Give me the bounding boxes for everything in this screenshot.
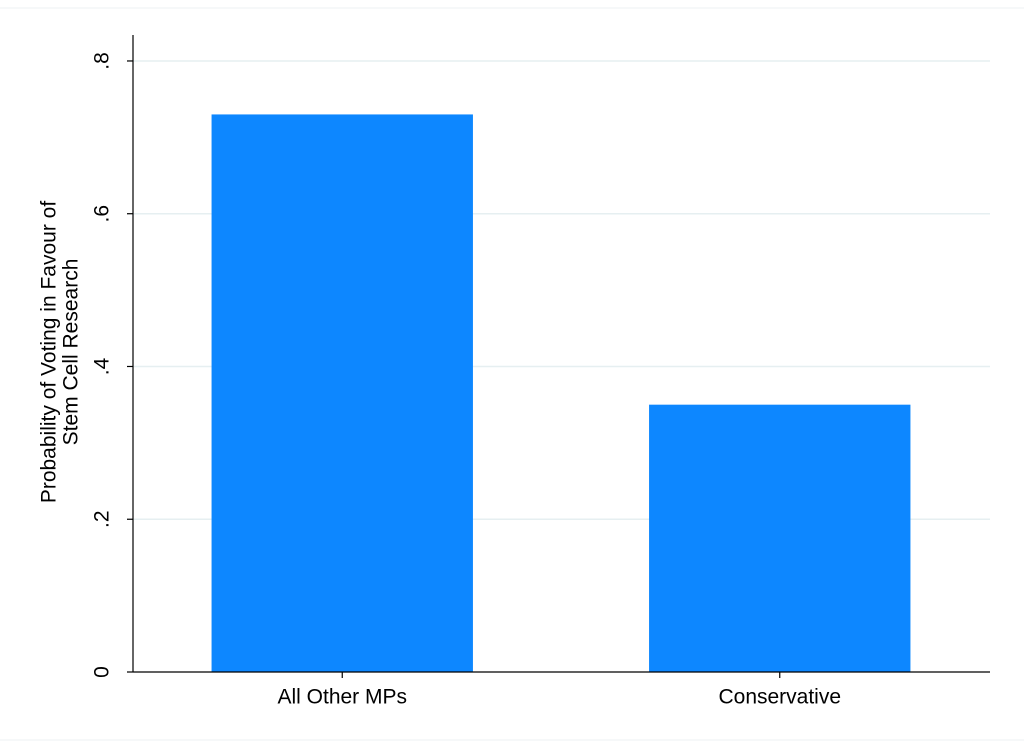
y-axis-label: Stem Cell Research xyxy=(60,259,83,446)
bar xyxy=(649,404,911,672)
bar xyxy=(211,114,473,672)
x-tick-label: Conservative xyxy=(718,686,841,709)
y-tick-label: .2 xyxy=(91,510,114,528)
y-axis-label: Probability of Voting in Favour of xyxy=(38,201,61,504)
bars xyxy=(211,114,911,672)
x-tick-label: All Other MPs xyxy=(277,686,407,709)
axes: 0 .2 .4 .6 .8 All Other MPs Conservative xyxy=(91,35,990,709)
y-tick-label: 0 xyxy=(91,666,114,678)
y-tick-label: .4 xyxy=(91,357,114,375)
y-tick-label: .8 xyxy=(91,52,114,70)
y-tick-label: .6 xyxy=(91,205,114,223)
